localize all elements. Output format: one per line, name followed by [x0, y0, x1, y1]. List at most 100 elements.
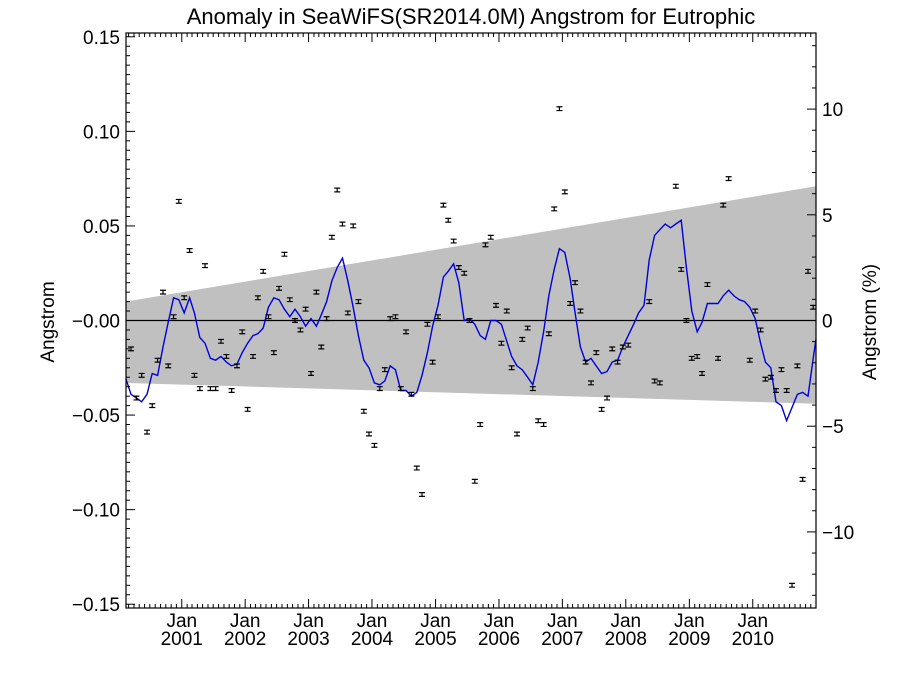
x-tick-label-month: Jan [547, 611, 578, 632]
x-tick-label-month: Jan [293, 611, 324, 632]
y-tick-label-left: −0.10 [72, 501, 120, 522]
data-point-errorbar [588, 380, 595, 386]
data-point-errorbar [218, 338, 225, 344]
x-tick-label-year: 2004 [351, 629, 394, 650]
data-point-errorbar [567, 300, 574, 306]
data-point-errorbar [540, 422, 547, 428]
data-point-errorbar [355, 299, 362, 305]
data-point-errorbar [699, 370, 706, 376]
data-point-errorbar [619, 344, 626, 350]
x-tick-label-year: 2001 [161, 629, 203, 650]
data-point-errorbar [292, 318, 299, 323]
data-point-errorbar [191, 372, 198, 378]
x-tick-label-year: 2005 [414, 629, 456, 650]
data-point-errorbar [434, 314, 441, 320]
x-tick-label-year: 2002 [224, 629, 266, 650]
data-point-errorbar [302, 306, 309, 312]
data-point-errorbar [794, 363, 801, 369]
data-point-errorbar [244, 406, 251, 412]
data-point-errorbar [270, 350, 277, 356]
data-point-errorbar [593, 350, 600, 356]
data-point-errorbar [799, 476, 806, 482]
data-point-errorbar [752, 308, 759, 314]
data-point-errorbar [170, 314, 177, 320]
data-point-errorbar [704, 282, 711, 288]
data-point-errorbar [545, 331, 552, 337]
data-point-errorbar [577, 308, 584, 314]
data-point-errorbar [503, 308, 510, 314]
data-point-errorbar [234, 363, 241, 369]
data-point-errorbar [138, 372, 145, 378]
data-point-errorbar [440, 202, 447, 208]
data-point-errorbar [746, 357, 753, 363]
data-point-errorbar [186, 248, 193, 254]
data-point-errorbar [614, 359, 621, 365]
y-tick-label-right: −10 [822, 523, 854, 544]
data-point-errorbar [789, 582, 796, 588]
data-point-errorbar [493, 302, 500, 308]
data-point-errorbar [360, 408, 367, 414]
data-point-errorbar [535, 418, 542, 424]
chart-title: Anomaly in SeaWiFS(SR2014.0M) Angstrom f… [187, 4, 756, 29]
data-point-errorbar [461, 270, 468, 276]
data-point-errorbar [498, 340, 505, 346]
data-point-errorbar [810, 304, 817, 310]
y-tick-label-left: −0.15 [72, 595, 120, 616]
data-point-errorbar [239, 329, 246, 335]
x-tick-label-year: 2010 [732, 629, 774, 650]
data-point-errorbar [196, 386, 203, 392]
data-point-errorbar [625, 342, 632, 348]
data-point-errorbar [223, 353, 230, 359]
data-point-errorbar [582, 359, 589, 365]
data-point-errorbar [371, 442, 378, 448]
data-point-errorbar [688, 355, 695, 361]
data-point-errorbar [656, 380, 663, 386]
data-point-errorbar [720, 202, 727, 208]
data-point-errorbar [313, 289, 320, 295]
data-point-errorbar [308, 370, 315, 376]
x-tick-label-year: 2006 [478, 629, 520, 650]
data-point-errorbar [419, 492, 426, 498]
data-point-errorbar [487, 234, 494, 240]
data-point-errorbar [276, 285, 283, 291]
data-point-errorbar [265, 314, 272, 320]
x-tick-label-year: 2008 [605, 629, 647, 650]
data-point-errorbar [297, 327, 304, 333]
data-point-errorbar [154, 357, 161, 363]
smoothed-series-line [125, 219, 817, 423]
data-point-errorbar [762, 376, 769, 382]
data-point-errorbar [254, 295, 261, 301]
data-point-errorbar [672, 183, 679, 189]
data-point-errorbar [249, 353, 256, 359]
x-tick-label-month: Jan [610, 611, 641, 632]
x-tick-label-year: 2007 [541, 629, 583, 650]
y-axis-label-right: Angstrom (%) [860, 264, 881, 380]
y-tick-label-right: 0 [822, 312, 833, 333]
data-point-errorbar [207, 386, 214, 392]
data-point-errorbar [471, 478, 478, 484]
data-point-errorbar [165, 363, 172, 369]
data-point-errorbar [466, 318, 473, 323]
data-point-errorbar [524, 325, 531, 331]
data-point-errorbar [328, 234, 335, 240]
data-point-errorbar [376, 386, 383, 392]
data-point-errorbar [529, 386, 536, 392]
data-point-errorbar [334, 187, 341, 193]
data-point-errorbar [767, 374, 774, 380]
y-tick-label-left: 0.05 [83, 217, 120, 238]
data-point-errorbar [805, 268, 812, 274]
data-point-errorbar [725, 176, 732, 182]
data-point-errorbar [212, 386, 219, 392]
data-point-errorbar [323, 316, 330, 322]
data-point-errorbar [477, 422, 484, 428]
data-point-errorbar [572, 280, 579, 286]
data-point-errorbar [551, 206, 558, 212]
x-tick-label-month: Jan [674, 611, 705, 632]
y-tick-label-left: −0.00 [72, 312, 120, 333]
data-point-errorbar [128, 346, 135, 352]
x-tick-label-month: Jan [420, 611, 451, 632]
y-axis-label-left: Angstrom [38, 281, 59, 362]
y-tick-label-left: 0.15 [83, 28, 120, 49]
data-point-errorbar [397, 386, 404, 392]
data-point-errorbar [757, 327, 764, 333]
